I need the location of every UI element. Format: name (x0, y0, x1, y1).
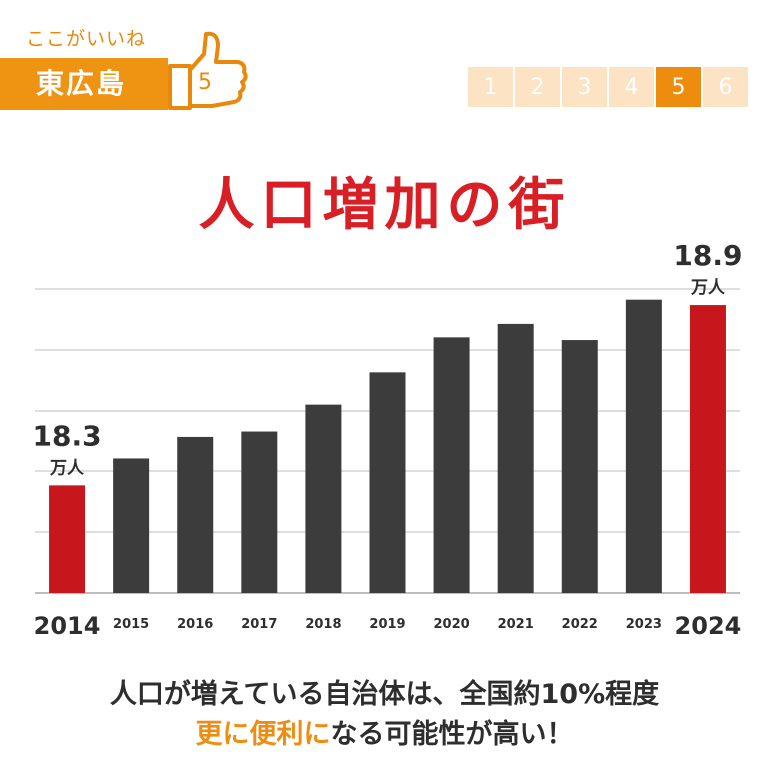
bar-2023 (625, 299, 662, 593)
tick-label-2019: 2019 (369, 617, 405, 632)
tick-label-2014: 2014 (34, 612, 101, 640)
caption-line-2: 更に便利になる可能性が高い！ (0, 712, 769, 751)
bar-2018 (305, 404, 342, 593)
page-3[interactable]: 3 (562, 67, 607, 107)
bar-2024 (689, 305, 726, 593)
tick-label-2015: 2015 (113, 617, 149, 632)
value-unit-2024: 万人 (690, 278, 726, 298)
bar-2015 (113, 458, 150, 593)
caption-line-1: 人口が増えている自治体は、全国約10%程度 (109, 679, 660, 710)
bar-2014 (49, 485, 86, 593)
value-label-2024: 18.9 (673, 239, 742, 272)
page-1[interactable]: 1 (468, 67, 513, 107)
page-5[interactable]: 5 (656, 67, 701, 107)
caption-highlight: 更に便利に (195, 719, 331, 750)
bar-2021 (497, 323, 534, 593)
tick-label-2018: 2018 (305, 617, 341, 632)
tick-label-2017: 2017 (241, 617, 277, 632)
tick-label-2023: 2023 (626, 617, 662, 632)
page-4[interactable]: 4 (609, 67, 654, 107)
page-title: 人口増加の街 (198, 173, 571, 238)
tick-label-2022: 2022 (562, 617, 598, 632)
page-6[interactable]: 6 (703, 67, 748, 107)
tagline: ここがいいね (26, 28, 147, 50)
page-2[interactable]: 2 (515, 67, 560, 107)
city-badge (0, 58, 168, 110)
value-unit-2014: 万人 (49, 458, 85, 478)
bar-2017 (241, 431, 278, 593)
city-name: 東広島 (36, 67, 127, 100)
bar-2020 (433, 337, 470, 593)
value-label-2014: 18.3 (32, 419, 101, 452)
thumbs-up-icon (168, 31, 248, 110)
tick-label-2016: 2016 (177, 617, 213, 632)
point-number: 5 (198, 70, 212, 95)
caption-rest: なる可能性が高い！ (330, 719, 574, 750)
bar-2019 (369, 372, 406, 593)
tick-label-2024: 2024 (675, 612, 742, 640)
bar-2022 (561, 340, 598, 593)
tick-label-2021: 2021 (498, 617, 534, 632)
page-indicator: 1 2 3 4 5 6 (468, 67, 750, 107)
tick-label-2020: 2020 (433, 617, 469, 632)
bar-2016 (177, 436, 214, 593)
